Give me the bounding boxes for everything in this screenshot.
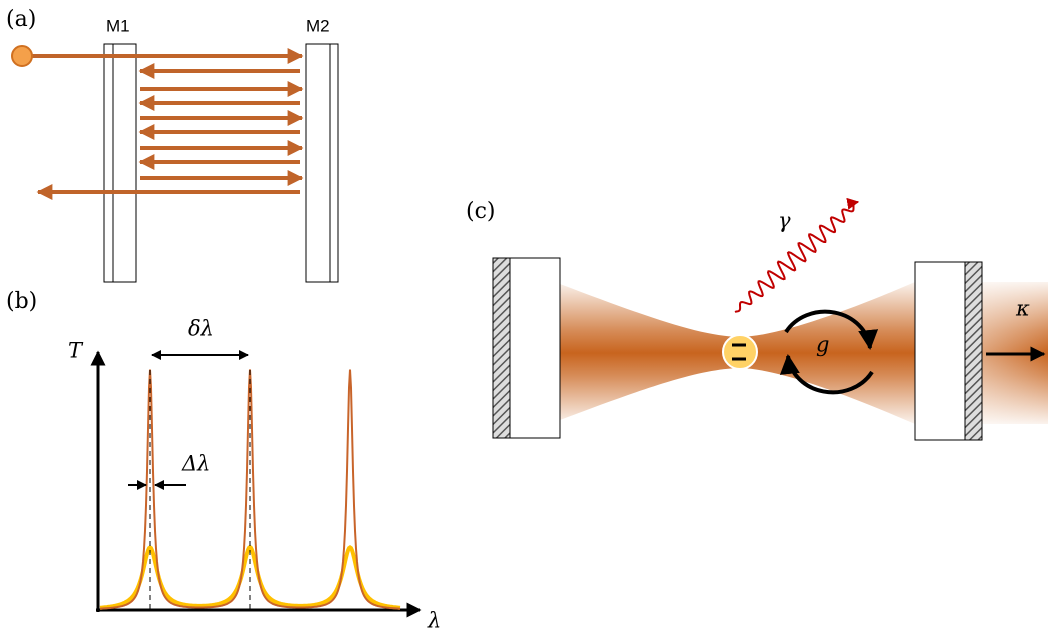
panel-label: (a) xyxy=(6,7,36,32)
panel-label: (b) xyxy=(6,289,37,314)
mirror-label: M2 xyxy=(306,16,330,35)
emission xyxy=(735,202,858,312)
annotation: g xyxy=(816,333,829,357)
panel-label: (c) xyxy=(466,199,496,224)
atom xyxy=(723,335,757,369)
annotation: κ xyxy=(1015,297,1030,321)
axis-label: T xyxy=(68,339,84,363)
annotation: δλ xyxy=(188,317,214,341)
annotation: γ xyxy=(778,209,791,233)
mirror-label: M1 xyxy=(106,16,130,35)
mirror xyxy=(915,262,965,440)
rays xyxy=(32,56,302,192)
mirror xyxy=(510,258,560,438)
figure: (a) M1 M2 (b) T λ δλ Δλ (c) γ g κ xyxy=(0,0,1048,632)
mirror xyxy=(306,44,330,282)
mirror-coating xyxy=(965,262,982,440)
mirror xyxy=(330,44,338,282)
mirror xyxy=(104,44,113,282)
source xyxy=(12,46,32,66)
mirror xyxy=(113,44,136,282)
mirror-coating xyxy=(493,258,510,438)
annotation: Δλ xyxy=(181,452,210,476)
axis-label: λ xyxy=(427,609,441,632)
